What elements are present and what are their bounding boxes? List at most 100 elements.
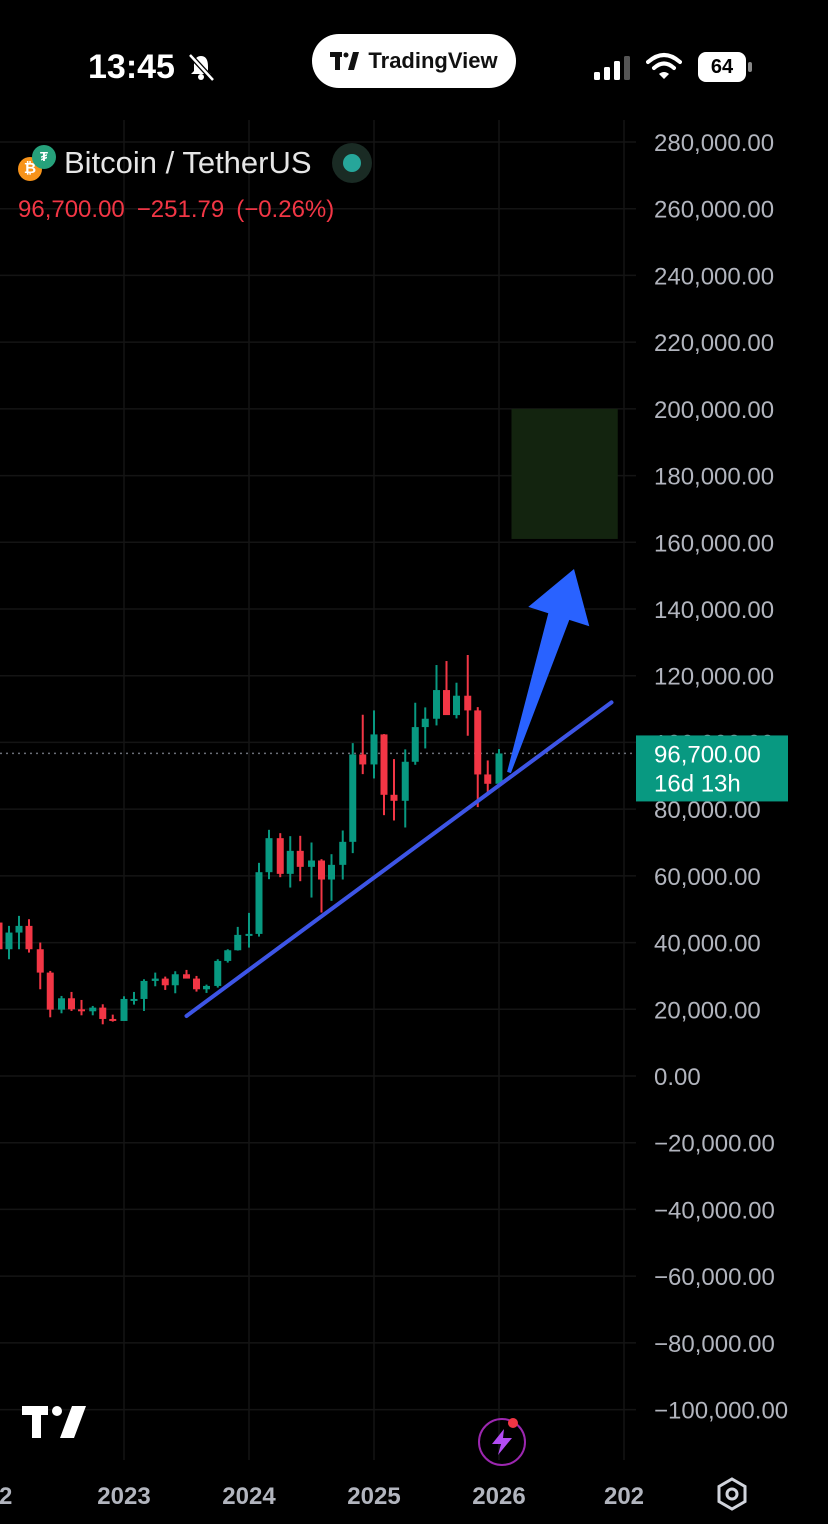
battery-icon: 64	[698, 52, 746, 82]
y-tick-label: 240,000.00	[654, 263, 774, 290]
candle-body	[193, 978, 200, 990]
candle-body	[411, 727, 419, 762]
candle-body	[203, 985, 210, 990]
x-tick-label: 202	[604, 1483, 644, 1510]
price-change: −251.79	[136, 196, 225, 223]
price-badge[interactable]	[636, 735, 788, 802]
y-tick-label: −20,000.00	[654, 1131, 775, 1158]
tradingview-logo-icon	[330, 52, 360, 70]
y-tick-label: 140,000.00	[654, 597, 774, 624]
y-tick-label: 260,000.00	[654, 197, 774, 224]
candle-body	[453, 695, 460, 716]
status-time: 13:45	[88, 48, 175, 86]
candle-body	[265, 838, 273, 873]
candle-body	[0, 922, 3, 950]
battery-level: 64	[710, 55, 734, 78]
candle-body	[171, 974, 179, 986]
candle-body	[339, 841, 347, 865]
price-badge-countdown: 16d 13h	[654, 770, 741, 797]
candle-body	[484, 774, 492, 784]
y-tick-label: 40,000.00	[654, 931, 761, 958]
signal-icon	[594, 56, 630, 80]
notification-dot	[508, 1418, 518, 1428]
candle-body	[15, 925, 23, 933]
y-tick-label: 120,000.00	[654, 664, 774, 691]
price-change-pct: (−0.26%)	[236, 196, 335, 223]
x-tick-label: 2025	[347, 1483, 400, 1510]
candle-body	[318, 860, 325, 880]
candle-body	[58, 998, 65, 1010]
candle-body	[68, 998, 75, 1010]
lightning-icon[interactable]	[478, 1418, 526, 1466]
y-tick-label: 20,000.00	[654, 997, 761, 1024]
candle-body	[464, 695, 472, 711]
candle-body	[78, 1009, 85, 1012]
tradingview-watermark-icon[interactable]	[22, 1404, 88, 1440]
wifi-icon	[646, 53, 682, 79]
candle-body	[401, 761, 409, 801]
candle-body	[25, 925, 33, 950]
candle-body	[234, 934, 242, 951]
y-tick-label: −40,000.00	[654, 1197, 775, 1224]
candle-body	[46, 972, 54, 1010]
candle-body	[495, 753, 503, 784]
tradingview-app-pill[interactable]: TradingView	[312, 34, 516, 88]
bitcoin-icon: ₿	[18, 157, 42, 181]
candle-body	[109, 1018, 117, 1021]
status-bar: 13:45 TradingView 64	[0, 0, 828, 120]
target-arrow	[507, 569, 590, 774]
candle-body	[349, 754, 357, 842]
candle-body	[380, 734, 388, 795]
y-tick-label: −80,000.00	[654, 1331, 775, 1358]
candle-body	[151, 978, 159, 981]
candle-body	[214, 960, 222, 986]
candle-body	[183, 974, 190, 979]
candle-body	[286, 850, 294, 874]
candle-body	[245, 933, 253, 936]
bell-slash-icon	[188, 53, 215, 82]
candle-body	[276, 838, 284, 874]
y-tick-label: 220,000.00	[654, 330, 774, 357]
candle-body	[130, 998, 138, 1001]
last-price: 96,700.00	[18, 196, 125, 223]
candle-body	[296, 850, 304, 867]
price-badge-value: 96,700.00	[654, 741, 761, 768]
symbol-header[interactable]: ₿ ₮ Bitcoin / TetherUS	[18, 140, 372, 186]
settings-hex-icon[interactable]	[714, 1476, 750, 1512]
y-tick-label: 80,000.00	[654, 797, 761, 824]
candle-body	[5, 932, 13, 950]
market-open-icon	[331, 143, 372, 183]
battery-nub	[748, 62, 752, 72]
y-tick-label: 280,000.00	[654, 130, 774, 157]
candle-body	[140, 980, 148, 999]
candle-body	[421, 718, 429, 728]
y-tick-label: −100,000.00	[654, 1398, 788, 1425]
target-zone-box	[511, 408, 618, 539]
symbol-name: Bitcoin / TetherUS	[64, 145, 312, 180]
price-change-row: 96,700.00 −251.79 (−0.26%)	[18, 196, 346, 224]
y-tick-label: −60,000.00	[654, 1264, 775, 1291]
x-tick-label: 2023	[97, 1483, 150, 1510]
x-tick-label: 22	[0, 1483, 12, 1510]
candle-body	[36, 949, 44, 973]
tether-icon: ₮	[32, 145, 56, 169]
y-tick-label: 60,000.00	[654, 864, 761, 891]
pair-icons: ₿ ₮	[18, 143, 58, 183]
candle-body	[99, 1007, 107, 1019]
support-trendline	[184, 700, 614, 1018]
y-tick-label: 200,000.00	[654, 397, 774, 424]
candle-body	[255, 872, 263, 934]
candle-body	[474, 710, 482, 775]
app-pill-label: TradingView	[368, 48, 498, 73]
candle-body	[443, 690, 450, 716]
candle-body	[433, 690, 440, 719]
candle-body	[370, 734, 378, 765]
candle-body	[359, 754, 367, 765]
candle-body	[89, 1007, 97, 1012]
candle-body	[120, 998, 128, 1021]
x-tick-label: 2024	[222, 1483, 276, 1510]
y-tick-label: 160,000.00	[654, 530, 774, 557]
x-tick-label: 2026	[472, 1483, 525, 1510]
candle-body	[308, 860, 315, 867]
